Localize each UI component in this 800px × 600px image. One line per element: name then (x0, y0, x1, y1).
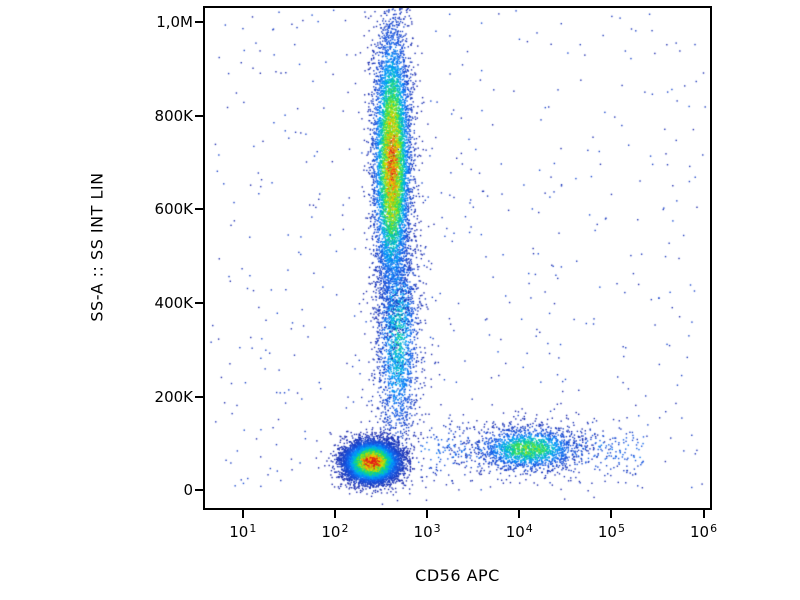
y-tick-mark (195, 301, 203, 304)
x-tick-label: 105 (597, 522, 625, 541)
y-tick-label: 600K (154, 200, 193, 219)
x-tick-label: 103 (413, 522, 441, 541)
x-tick-label: 106 (690, 522, 718, 541)
x-tick-mark (426, 510, 429, 518)
x-tick-mark (702, 510, 705, 518)
y-tick-mark (195, 395, 203, 398)
y-tick-mark (195, 114, 203, 117)
y-tick-label: 1,0M (156, 13, 193, 32)
plot-frame (203, 6, 712, 510)
x-tick-label: 102 (321, 522, 349, 541)
x-tick-mark (333, 510, 336, 518)
y-tick-mark (195, 21, 203, 24)
x-tick-label: 104 (505, 522, 533, 541)
x-axis-title: CD56 APC (415, 566, 500, 585)
y-tick-mark (195, 489, 203, 492)
x-tick-mark (241, 510, 244, 518)
x-tick-label: 101 (229, 522, 257, 541)
scatter-canvas (205, 8, 710, 508)
x-tick-mark (518, 510, 521, 518)
y-tick-label: 400K (154, 293, 193, 312)
y-tick-label: 800K (154, 106, 193, 125)
y-axis-title: SS-A :: SS INT LIN (87, 172, 107, 322)
x-tick-mark (610, 510, 613, 518)
y-tick-mark (195, 208, 203, 211)
y-tick-label: 200K (154, 387, 193, 406)
y-tick-label: 0 (183, 481, 193, 500)
